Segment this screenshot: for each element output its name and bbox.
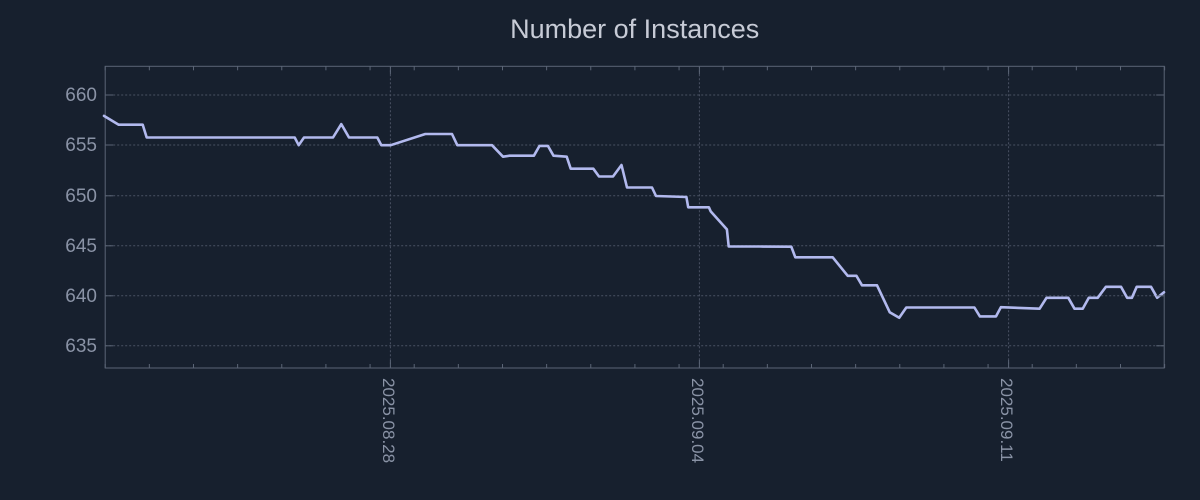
- svg-text:655: 655: [65, 135, 97, 156]
- svg-text:640: 640: [65, 286, 97, 307]
- svg-text:660: 660: [65, 85, 97, 106]
- svg-text:635: 635: [65, 336, 97, 357]
- svg-text:645: 645: [65, 236, 97, 257]
- svg-text:650: 650: [65, 186, 97, 207]
